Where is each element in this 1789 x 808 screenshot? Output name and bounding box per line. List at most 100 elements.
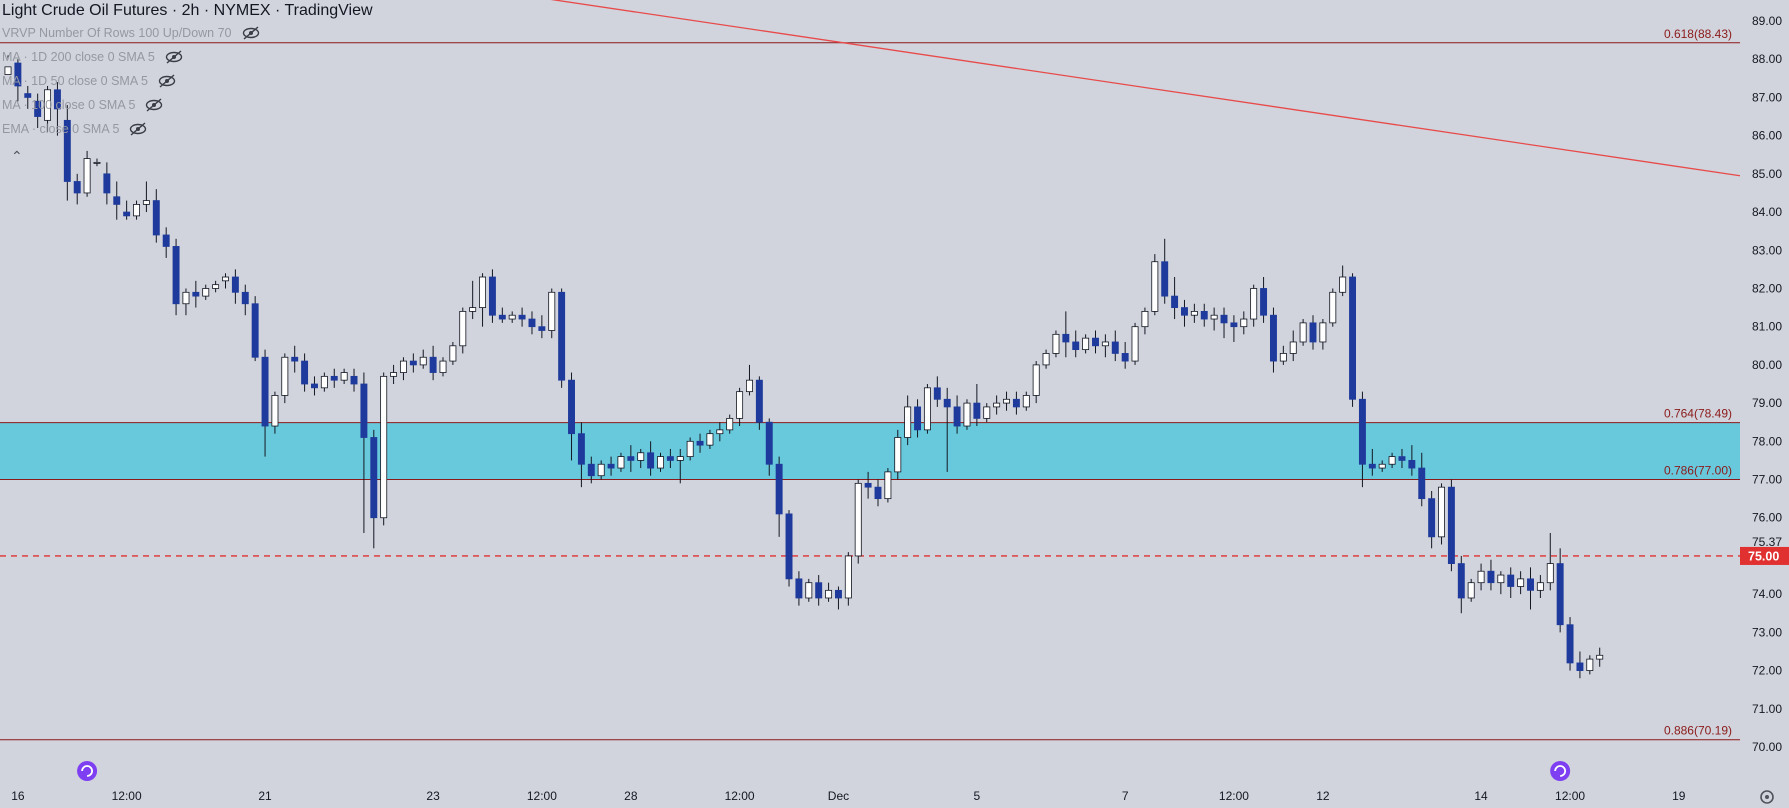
candle[interactable] <box>419 349 427 369</box>
hidden-eye-icon[interactable] <box>145 98 163 112</box>
candle[interactable] <box>4 55 12 75</box>
candle[interactable] <box>202 284 210 300</box>
candle[interactable] <box>726 414 734 434</box>
candle[interactable] <box>152 189 160 243</box>
candle[interactable] <box>1190 303 1198 323</box>
candle[interactable] <box>63 105 71 201</box>
candle[interactable] <box>637 448 645 469</box>
candle[interactable] <box>1101 334 1109 358</box>
candle[interactable] <box>1260 277 1268 323</box>
hidden-eye-icon[interactable] <box>158 74 176 88</box>
candle[interactable] <box>538 315 546 339</box>
candle[interactable] <box>1447 479 1455 572</box>
candle[interactable] <box>360 372 368 534</box>
candle[interactable] <box>1339 265 1347 297</box>
gear-icon[interactable] <box>1760 790 1774 804</box>
candle[interactable] <box>44 85 52 132</box>
candle[interactable] <box>429 345 437 381</box>
candle[interactable] <box>380 372 388 526</box>
candle[interactable] <box>231 269 239 304</box>
candle[interactable] <box>558 288 566 388</box>
candle[interactable] <box>716 422 724 442</box>
candle[interactable] <box>1003 391 1010 411</box>
candle[interactable] <box>1269 307 1277 373</box>
candle[interactable] <box>93 158 101 167</box>
candle[interactable] <box>1408 445 1416 476</box>
candle[interactable] <box>973 384 981 427</box>
candle[interactable] <box>1299 319 1307 346</box>
candle[interactable] <box>1161 238 1169 304</box>
candle[interactable] <box>439 357 447 377</box>
candle[interactable] <box>1012 391 1020 415</box>
candle[interactable] <box>795 571 803 606</box>
candle[interactable] <box>696 433 704 453</box>
candle[interactable] <box>123 200 131 220</box>
candle[interactable] <box>1082 334 1090 354</box>
candle[interactable] <box>1042 349 1050 369</box>
candle[interactable] <box>736 387 744 427</box>
candle[interactable] <box>1398 448 1406 469</box>
candle[interactable] <box>884 468 892 503</box>
candle[interactable] <box>449 341 457 365</box>
candle[interactable] <box>1546 533 1554 591</box>
candle[interactable] <box>399 357 407 381</box>
hidden-eye-icon[interactable] <box>165 50 183 64</box>
candle[interactable] <box>1210 307 1218 331</box>
candle[interactable] <box>281 353 289 404</box>
candle[interactable] <box>1477 563 1485 591</box>
candle[interactable] <box>805 578 813 602</box>
candle[interactable] <box>1428 490 1436 549</box>
candle[interactable] <box>73 173 81 205</box>
candle[interactable] <box>785 510 793 587</box>
indicator-ma-100[interactable]: MA · 100 close 0 SMA 5 <box>2 98 163 112</box>
indicator-ema[interactable]: EMA · close 0 SMA 5 <box>2 122 147 136</box>
candle[interactable] <box>251 296 259 362</box>
candle[interactable] <box>14 59 22 102</box>
candle[interactable] <box>370 429 378 549</box>
candle[interactable] <box>311 376 318 396</box>
candle[interactable] <box>597 460 605 480</box>
candle[interactable] <box>1507 567 1515 598</box>
candle[interactable] <box>1072 330 1080 358</box>
candle[interactable] <box>1576 651 1584 679</box>
candle[interactable] <box>113 181 121 220</box>
candle[interactable] <box>1527 567 1534 610</box>
candle[interactable] <box>222 273 229 289</box>
candle[interactable] <box>1418 452 1426 507</box>
candle[interactable] <box>894 429 902 480</box>
candle[interactable] <box>1151 254 1159 316</box>
candle[interactable] <box>568 372 575 461</box>
candle[interactable] <box>1378 460 1386 472</box>
candle[interactable] <box>923 384 931 434</box>
candle[interactable] <box>1457 555 1465 614</box>
candle[interactable] <box>666 448 674 469</box>
candle[interactable] <box>587 456 595 484</box>
candle[interactable] <box>1309 315 1317 350</box>
candle[interactable] <box>914 399 922 438</box>
candle[interactable] <box>1220 307 1228 339</box>
candle[interactable] <box>953 395 961 434</box>
candle[interactable] <box>1181 299 1188 327</box>
candle[interactable] <box>983 403 991 423</box>
candle[interactable] <box>1487 559 1495 591</box>
candle[interactable] <box>518 307 526 327</box>
candle[interactable] <box>1349 273 1357 407</box>
candle[interactable] <box>1596 647 1604 667</box>
candle[interactable] <box>330 368 338 388</box>
candle[interactable] <box>755 376 763 430</box>
candle[interactable] <box>469 280 477 320</box>
candle[interactable] <box>1022 391 1030 411</box>
session-break-icon[interactable] <box>1550 761 1571 781</box>
candle[interactable] <box>409 353 417 373</box>
candle[interactable] <box>874 479 882 507</box>
candle[interactable] <box>142 181 150 213</box>
indicator-ma-50[interactable]: MA · 1D 50 close 0 SMA 5 <box>2 74 176 88</box>
candle[interactable] <box>607 456 615 476</box>
candle[interactable] <box>706 429 714 449</box>
candle[interactable] <box>301 353 309 392</box>
candle[interactable] <box>647 441 655 476</box>
candle[interactable] <box>844 552 852 606</box>
candle[interactable] <box>34 93 42 128</box>
candle[interactable] <box>963 399 971 430</box>
